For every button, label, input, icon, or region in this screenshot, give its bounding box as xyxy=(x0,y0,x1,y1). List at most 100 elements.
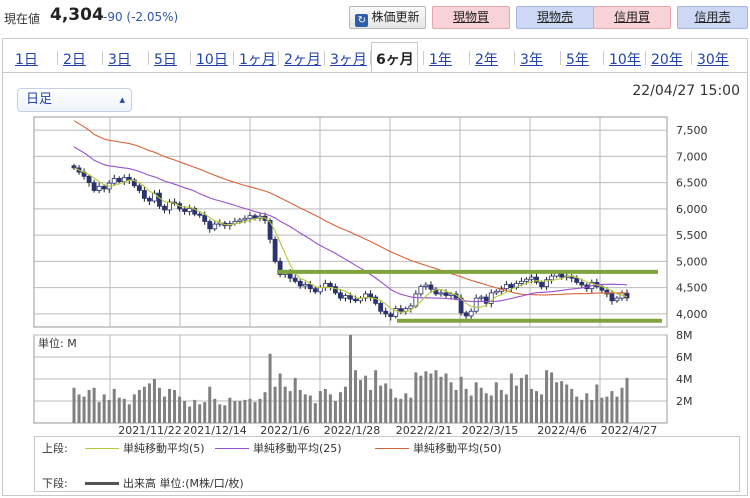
refresh-price-button[interactable]: ↻ 株価更新 xyxy=(349,6,426,29)
candle-body xyxy=(242,217,248,221)
tab-13[interactable]: 10年 xyxy=(609,52,641,68)
tab-11[interactable]: 3年 xyxy=(520,52,543,68)
candle-body xyxy=(237,219,243,222)
volume-bar xyxy=(213,398,217,423)
candle-body xyxy=(574,277,580,283)
volume-bar xyxy=(178,396,182,423)
volume-bar xyxy=(248,398,252,423)
chart-datetime: 22/04/27 15:00 xyxy=(632,83,740,99)
volume-bar xyxy=(494,382,498,423)
candle-body xyxy=(549,275,554,281)
candle-body xyxy=(348,295,353,300)
volume-bar xyxy=(535,391,539,423)
legend-upper-label: 上段: xyxy=(42,442,68,455)
legend-lower-label: 下段: xyxy=(42,477,68,490)
volume-bar xyxy=(550,372,554,423)
volume-bar xyxy=(354,370,358,423)
candle-body xyxy=(192,207,198,215)
tab-1[interactable]: 2日 xyxy=(63,52,86,68)
candle-body xyxy=(277,260,283,275)
candle-body xyxy=(327,283,333,287)
tab-10[interactable]: 2年 xyxy=(475,52,498,68)
volume-bar xyxy=(459,376,463,423)
volume-bar xyxy=(464,388,468,423)
spot-sell-button[interactable]: 現物売 xyxy=(516,6,594,29)
volume-bar xyxy=(112,388,116,423)
volume-unit-label: 単位: M xyxy=(38,336,77,350)
legend-ma25: 単純移動平均(25) xyxy=(215,440,342,456)
chart-legend: 上段: 単純移動平均(5) 単純移動平均(25) 単純移動平均(50) 下段: … xyxy=(34,436,740,492)
margin-sell-button[interactable]: 信用売 xyxy=(677,6,748,29)
tab-5[interactable]: 1ヶ月 xyxy=(239,52,276,68)
ma5-line xyxy=(73,167,628,313)
volume-bar xyxy=(298,390,302,423)
price-tick-label: 4,000 xyxy=(676,308,708,321)
spot-buy-button[interactable]: 現物買 xyxy=(432,6,510,29)
volume-bar xyxy=(168,388,172,423)
volume-bar xyxy=(419,375,423,423)
candle-body xyxy=(418,286,424,295)
volume-bar xyxy=(409,397,413,423)
tab-7[interactable]: 3ヶ月 xyxy=(330,52,367,68)
volume-bar xyxy=(142,386,146,423)
volume-bar xyxy=(72,387,76,423)
volume-bar xyxy=(509,373,513,423)
date-tick-label: 2021/11/22 xyxy=(118,424,181,437)
candle-body xyxy=(116,178,122,182)
volume-bar xyxy=(499,390,503,423)
refresh-icon: ↻ xyxy=(355,14,369,27)
candle-body xyxy=(162,205,167,211)
candle-body xyxy=(483,296,489,304)
price-tick-label: 5,500 xyxy=(676,229,708,242)
tab-14[interactable]: 20年 xyxy=(651,52,683,68)
candle-body xyxy=(141,190,147,199)
chart-type-select[interactable]: 日足 ▴ xyxy=(17,88,132,112)
volume-bar xyxy=(203,402,207,423)
legend-ma50: 単純移動平均(50) xyxy=(375,440,502,456)
candle-body xyxy=(544,279,549,287)
volume-bar xyxy=(92,387,96,423)
tab-separator xyxy=(190,51,191,65)
candle-body xyxy=(383,310,389,315)
candle-body xyxy=(508,284,514,289)
price-tick-label: 4,500 xyxy=(676,282,708,295)
volume-bar xyxy=(404,393,408,423)
candle-body xyxy=(539,281,544,287)
tab-3[interactable]: 5日 xyxy=(154,52,177,68)
candle-body xyxy=(297,280,303,287)
tab-8[interactable]: 6ヶ月 xyxy=(376,52,414,68)
ma50-line xyxy=(73,120,628,296)
tab-separator xyxy=(324,51,325,65)
tab-separator xyxy=(514,51,515,65)
volume-bar xyxy=(424,371,428,423)
candle-body xyxy=(468,310,474,317)
date-tick-label: 2022/1/6 xyxy=(260,424,309,437)
candle-body xyxy=(202,214,208,222)
tab-15[interactable]: 30年 xyxy=(697,52,729,68)
price-tick-label: 7,000 xyxy=(676,150,708,163)
tab-0[interactable]: 1日 xyxy=(15,52,38,68)
candle-body xyxy=(197,213,203,216)
tab-9[interactable]: 1年 xyxy=(429,52,452,68)
volume-bar xyxy=(183,401,187,423)
volume-bar xyxy=(343,386,347,423)
tab-4[interactable]: 10日 xyxy=(196,52,228,68)
volume-bar xyxy=(263,392,267,423)
candle-body xyxy=(579,281,585,286)
date-tick-label: 2022/1/28 xyxy=(324,424,380,437)
candle-body xyxy=(438,292,444,295)
tab-2[interactable]: 3日 xyxy=(108,52,131,68)
volume-bar xyxy=(374,370,378,423)
volume-bar xyxy=(238,401,242,423)
volume-bar xyxy=(328,394,332,423)
volume-bar xyxy=(152,379,156,423)
date-tick-label: 2021/12/14 xyxy=(183,424,246,437)
chart-type-value: 日足 xyxy=(26,92,53,107)
volume-bar xyxy=(434,370,438,423)
candle-body xyxy=(292,277,298,282)
volume-bar xyxy=(323,388,327,423)
tab-6[interactable]: 2ヶ月 xyxy=(284,52,321,68)
tab-12[interactable]: 5年 xyxy=(566,52,589,68)
margin-buy-button[interactable]: 信用買 xyxy=(593,6,671,29)
volume-bar xyxy=(117,397,121,423)
